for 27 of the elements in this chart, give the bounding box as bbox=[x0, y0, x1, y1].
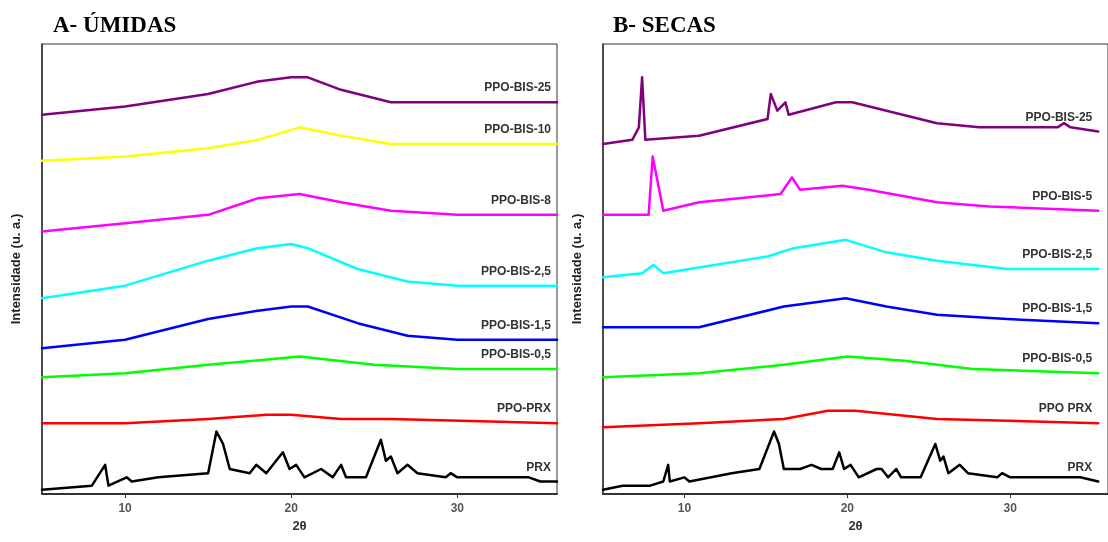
series-label: PPO-BIS-0,5 bbox=[1022, 351, 1093, 366]
y-axis-title: Intensidade (u. a.) bbox=[569, 213, 584, 325]
series-label: PPO-BIS-2,5 bbox=[1022, 247, 1093, 261]
series-label: PPO PRX bbox=[1038, 401, 1093, 416]
x-axis-title: 2θ bbox=[848, 517, 863, 533]
y-axis-title: Intensidade (u. a.) bbox=[8, 213, 23, 325]
series-label: PPO-BIS-5 bbox=[1032, 188, 1093, 203]
series-label: PPO-BIS-25 bbox=[1025, 109, 1093, 124]
series-label: PPO-BIS-1,5 bbox=[1022, 301, 1093, 316]
series-label: PRX bbox=[526, 459, 551, 474]
x-tick-label: 30 bbox=[1003, 501, 1018, 515]
x-tick-label: 30 bbox=[450, 501, 465, 515]
x-tick-label: 20 bbox=[840, 501, 855, 515]
chart-title: A- ÚMIDAS bbox=[53, 12, 177, 37]
series-label: PPO-BIS-10 bbox=[484, 122, 552, 136]
series-label: PPO-BIS-8 bbox=[490, 192, 552, 207]
series-label: PRX bbox=[1067, 459, 1093, 474]
series-label: PPO-BIS-1,5 bbox=[480, 317, 552, 332]
series-label: PPO-BIS-0,5 bbox=[480, 347, 552, 361]
x-tick-label: 10 bbox=[118, 501, 133, 515]
series-label: PPO-BIS-2,5 bbox=[480, 263, 552, 278]
series-label: PPO-BIS-25 bbox=[484, 80, 552, 95]
x-tick-label: 10 bbox=[677, 501, 692, 515]
x-tick-label: 20 bbox=[284, 501, 299, 515]
x-axis-title: 2θ bbox=[292, 517, 307, 533]
chart-title: B- SECAS bbox=[613, 12, 716, 37]
series-label: PPO-PRX bbox=[496, 401, 551, 416]
